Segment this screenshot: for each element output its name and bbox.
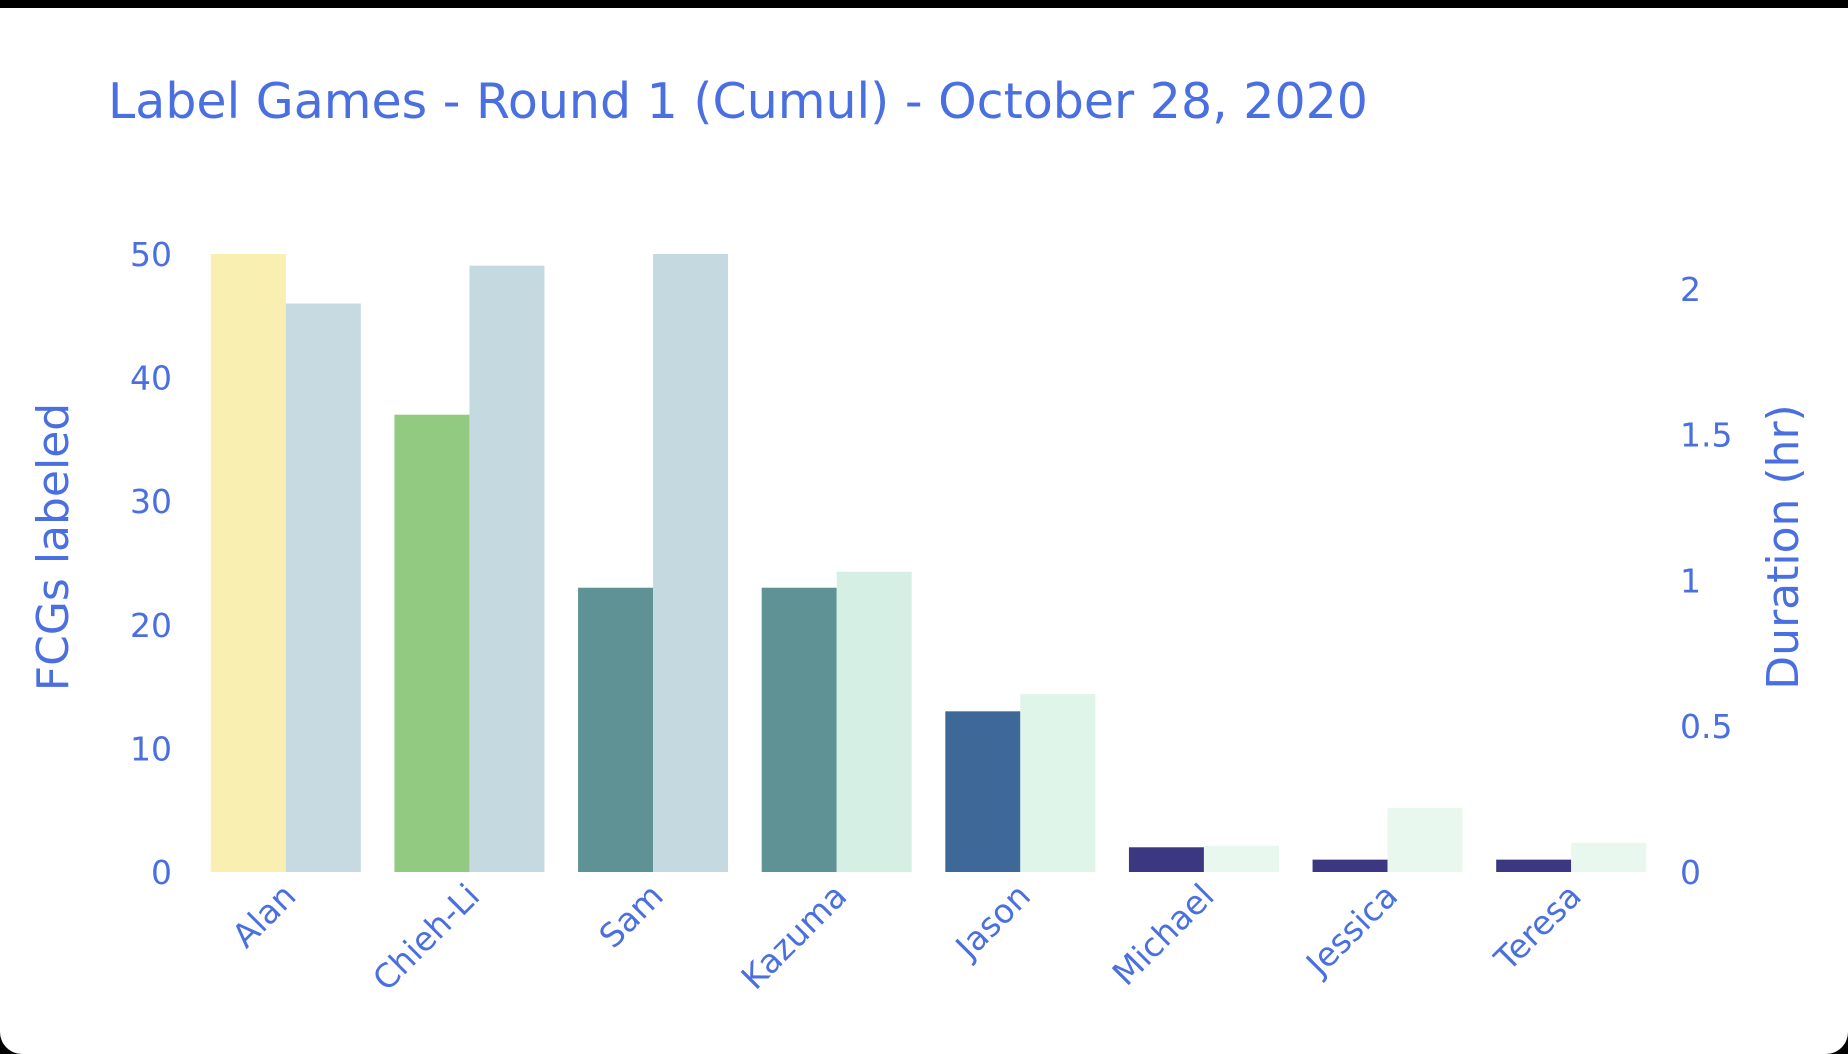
y-tick-label: 30 (130, 482, 172, 521)
bar-duration-sam[interactable] (653, 254, 729, 872)
y2-tick-label: 0 (1680, 853, 1701, 892)
chart-card: Label Games - Round 1 (Cumul) - October … (0, 8, 1848, 1054)
y-tick-label: 50 (130, 235, 172, 274)
bar-fcgs-chieh-li[interactable] (394, 414, 470, 872)
bar-fcgs-teresa[interactable] (1496, 859, 1572, 872)
bar-fcgs-michael[interactable] (1128, 847, 1204, 872)
y-tick-label: 20 (130, 606, 172, 645)
x-tick-label: Alan (224, 876, 303, 955)
x-tick-label: Teresa (1486, 876, 1589, 979)
y-tick-label: 40 (130, 359, 172, 398)
bar-chart: Label Games - Round 1 (Cumul) - October … (28, 73, 1809, 998)
x-tick-label: Jason (947, 876, 1038, 967)
x-tick-label: Sam (591, 876, 670, 955)
bars-group (210, 254, 1647, 872)
x-tick-label: Jessica (1297, 876, 1405, 984)
y-axis-title: FCGs labeled (28, 403, 79, 691)
bar-duration-jason[interactable] (1020, 694, 1096, 872)
y2-axis-ticks: 0 0.5 1 1.5 2 (1680, 270, 1732, 892)
bar-duration-alan[interactable] (285, 303, 361, 872)
y2-tick-label: 1.5 (1680, 416, 1732, 455)
bar-fcgs-sam[interactable] (578, 587, 654, 872)
y2-tick-label: 0.5 (1680, 707, 1732, 746)
y2-tick-label: 2 (1680, 270, 1701, 309)
y2-axis-title: Duration (hr) (1758, 404, 1809, 689)
bar-fcgs-kazuma[interactable] (761, 587, 837, 872)
x-tick-label: Chieh-Li (365, 876, 487, 998)
y-axis-ticks: 0 10 20 30 40 50 (130, 235, 172, 892)
y2-tick-label: 1 (1680, 561, 1701, 600)
bar-duration-kazuma[interactable] (836, 571, 912, 872)
x-tick-label: Kazuma (734, 876, 855, 997)
y-tick-label: 0 (151, 853, 172, 892)
bar-fcgs-alan[interactable] (210, 254, 286, 872)
bar-fcgs-jessica[interactable] (1312, 859, 1388, 872)
x-tick-label: Michael (1105, 876, 1222, 993)
bar-duration-teresa[interactable] (1571, 842, 1647, 872)
y-tick-label: 10 (130, 729, 172, 768)
bar-fcgs-jason[interactable] (945, 711, 1021, 872)
bar-duration-chieh-li[interactable] (469, 265, 545, 872)
x-axis-ticks: Alan Chieh-Li Sam Kazuma Jason Michael Jessica… (224, 876, 1588, 998)
bar-duration-michael[interactable] (1203, 845, 1279, 872)
bar-duration-jessica[interactable] (1387, 807, 1463, 872)
chart-title: Label Games - Round 1 (Cumul) - October … (108, 73, 1368, 130)
